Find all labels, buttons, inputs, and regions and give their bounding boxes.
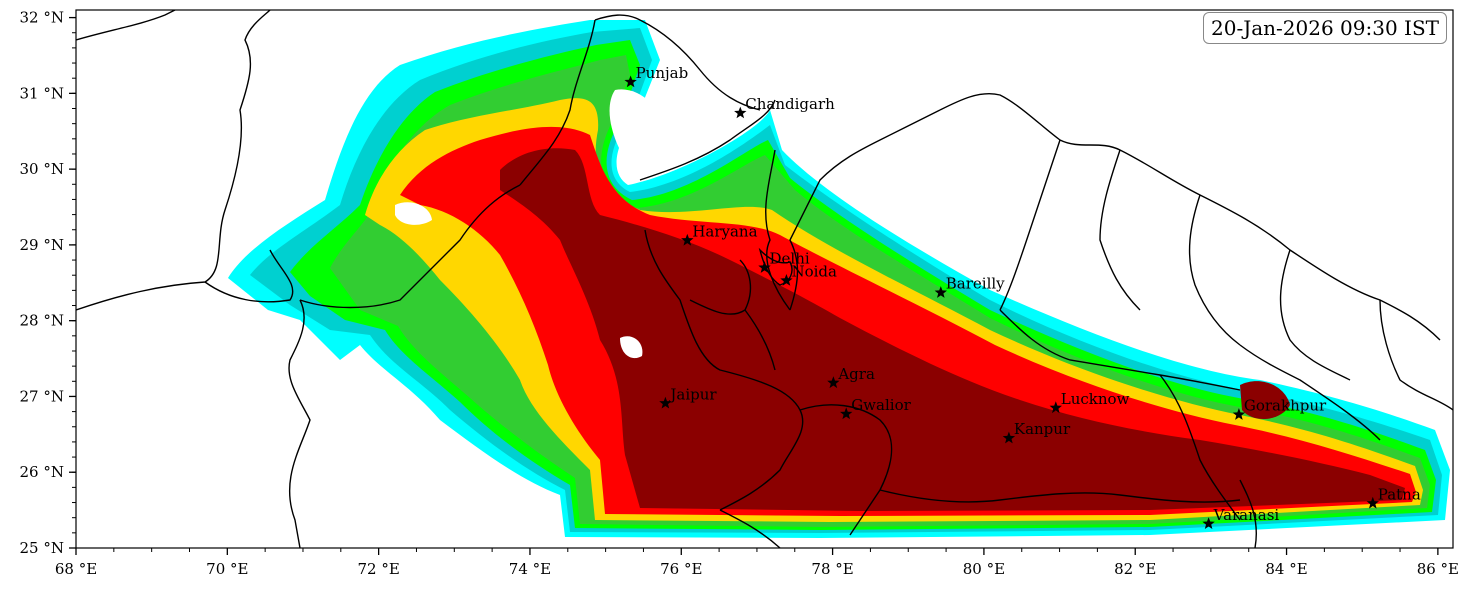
city-kanpur[interactable]: Kanpur [1002,420,1071,444]
city-patna[interactable]: Patna [1366,485,1421,509]
city-gorakhpur[interactable]: Gorakhpur [1232,397,1327,420]
star-icon [624,75,637,88]
city-label: Gwalior [851,396,911,414]
plot-frame [75,9,1454,549]
y-axis: 25 °N 26 °N 27 °N 28 °N 29 °N 30 °N 31 °N 32 °N [20,9,76,557]
city-noida[interactable]: Noida [780,263,837,286]
star-icon [934,286,947,298]
y-tick-label: 30 °N [20,160,64,178]
city-label: Agra [837,365,875,383]
x-tick-label: 70 °E [206,560,248,578]
city-label: Gorakhpur [1244,397,1327,415]
city-delhi[interactable]: Delhi [758,250,810,273]
x-tick-label: 74 °E [509,560,551,578]
city-label: Haryana [692,222,757,240]
x-axis: 68 °E 70 °E 72 °E 74 °E 76 °E 78 °E 80 °E 82 °E… [55,548,1459,578]
fog-layer-7 [500,148,1405,511]
star-icon [681,233,694,246]
city-label: Jaipur [668,385,717,403]
star-icon [1232,408,1246,420]
city-label: Varanasi [1213,506,1280,524]
city-lucknow[interactable]: Lucknow [1049,390,1130,414]
y-tick-label: 32 °N [20,9,64,27]
x-tick-label: 84 °E [1265,560,1307,578]
city-punjab[interactable]: Punjab [624,64,689,88]
plot-area [76,10,1453,548]
x-tick-label: 80 °E [963,560,1005,578]
star-icon [1366,496,1379,509]
city-agra[interactable]: Agra [827,365,875,389]
x-tick-label: 82 °E [1114,560,1156,578]
star-icon [1002,431,1016,444]
y-tick-label: 25 °N [20,539,64,557]
x-tick-label: 86 °E [1417,560,1459,578]
city-label: Bareilly [946,275,1005,293]
star-icon [1049,401,1062,414]
x-tick-label: 72 °E [357,560,399,578]
y-tick-label: 27 °N [20,387,64,405]
city-gwalior[interactable]: Gwalior [840,396,912,420]
y-tick-label: 28 °N [20,312,64,330]
star-icon [734,106,747,119]
city-chandigarh[interactable]: Chandigarh [734,95,835,119]
city-haryana[interactable]: Haryana [681,222,758,246]
city-label: Kanpur [1014,420,1071,438]
city-label: Patna [1378,485,1421,503]
clear-patches [395,89,668,359]
city-label: Lucknow [1061,390,1130,408]
star-icon [758,261,771,273]
star-icon [780,274,793,286]
city-label: Noida [791,263,837,281]
y-tick-label: 31 °N [20,84,64,102]
city-label: Delhi [770,250,810,268]
city-varanasi[interactable]: Varanasi [1202,506,1279,529]
x-tick-label: 78 °E [811,560,853,578]
city-bareilly[interactable]: Bareilly [934,275,1006,298]
x-tick-label: 76 °E [660,560,702,578]
star-icon [1202,517,1215,529]
timestamp-label: 20-Jan-2026 09:30 IST [1203,12,1447,44]
city-label: Chandigarh [745,95,835,113]
y-tick-label: 26 °N [20,463,64,481]
star-icon [827,376,840,389]
star-icon [840,407,853,420]
star-icon [659,396,672,409]
city-jaipur[interactable]: Jaipur [659,385,717,409]
city-label: Punjab [636,64,689,82]
x-tick-label: 68 °E [55,560,97,578]
y-tick-label: 29 °N [20,236,64,254]
boundary-lines [76,10,1453,548]
